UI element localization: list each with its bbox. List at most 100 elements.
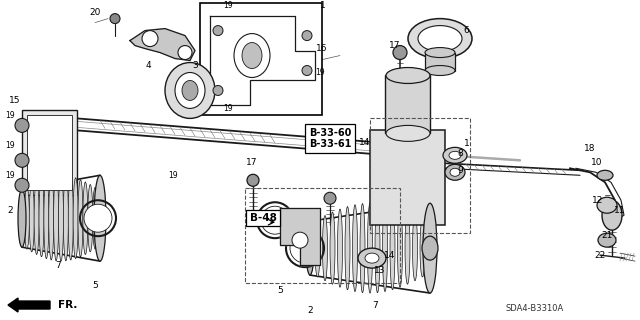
Bar — [385, 76, 430, 133]
Text: 1: 1 — [464, 139, 470, 148]
Ellipse shape — [365, 253, 379, 263]
Ellipse shape — [375, 204, 380, 293]
Ellipse shape — [360, 204, 365, 293]
Ellipse shape — [213, 26, 223, 36]
Polygon shape — [130, 28, 195, 60]
Bar — [27, 116, 72, 190]
Ellipse shape — [450, 168, 460, 176]
Ellipse shape — [39, 180, 44, 257]
Ellipse shape — [390, 207, 395, 290]
Ellipse shape — [408, 19, 472, 59]
Ellipse shape — [405, 212, 410, 284]
Text: 4: 4 — [145, 61, 151, 70]
Text: 19: 19 — [5, 171, 15, 180]
Ellipse shape — [178, 45, 192, 60]
Ellipse shape — [302, 31, 312, 41]
Ellipse shape — [58, 175, 63, 261]
Ellipse shape — [337, 209, 342, 287]
Ellipse shape — [449, 151, 461, 159]
Text: 7: 7 — [55, 260, 61, 270]
Text: 9: 9 — [457, 166, 463, 175]
Ellipse shape — [15, 118, 29, 132]
Text: 10: 10 — [591, 158, 603, 167]
Ellipse shape — [68, 176, 73, 260]
Ellipse shape — [88, 185, 93, 252]
Ellipse shape — [420, 219, 425, 277]
Ellipse shape — [242, 43, 262, 68]
Text: 19: 19 — [223, 104, 233, 113]
Text: 17: 17 — [246, 158, 258, 167]
Ellipse shape — [19, 190, 24, 246]
Ellipse shape — [353, 205, 358, 292]
Bar — [425, 52, 455, 70]
Ellipse shape — [386, 68, 430, 84]
Ellipse shape — [393, 45, 407, 60]
Ellipse shape — [315, 219, 320, 277]
Ellipse shape — [54, 176, 59, 261]
Ellipse shape — [324, 192, 336, 204]
Ellipse shape — [49, 176, 54, 260]
Ellipse shape — [182, 81, 198, 100]
Text: 1: 1 — [320, 1, 326, 10]
Ellipse shape — [386, 125, 430, 141]
Text: 2: 2 — [307, 306, 313, 315]
Polygon shape — [210, 16, 315, 105]
Ellipse shape — [413, 216, 417, 281]
Text: 7: 7 — [372, 300, 378, 309]
Ellipse shape — [425, 48, 455, 58]
Ellipse shape — [428, 223, 433, 273]
Text: 14: 14 — [359, 138, 371, 147]
Text: 18: 18 — [584, 144, 596, 153]
Text: 2: 2 — [7, 206, 13, 215]
Text: 5: 5 — [92, 281, 98, 290]
Ellipse shape — [306, 221, 314, 275]
Ellipse shape — [175, 73, 205, 108]
Ellipse shape — [15, 153, 29, 167]
Ellipse shape — [367, 203, 372, 293]
Ellipse shape — [425, 66, 455, 76]
Ellipse shape — [302, 66, 312, 76]
Ellipse shape — [213, 85, 223, 95]
Text: 8: 8 — [457, 149, 463, 158]
Text: 6: 6 — [463, 26, 469, 35]
Ellipse shape — [97, 190, 102, 246]
Ellipse shape — [443, 147, 467, 163]
Ellipse shape — [330, 212, 335, 284]
Ellipse shape — [397, 209, 403, 287]
Text: B-33-60
B-33-61: B-33-60 B-33-61 — [309, 128, 351, 149]
Ellipse shape — [63, 176, 68, 261]
Ellipse shape — [418, 26, 462, 52]
Ellipse shape — [93, 187, 98, 249]
Text: 22: 22 — [595, 251, 605, 260]
Ellipse shape — [165, 62, 215, 118]
Ellipse shape — [358, 248, 386, 268]
Ellipse shape — [234, 34, 270, 77]
Text: 20: 20 — [90, 8, 100, 17]
Ellipse shape — [78, 180, 83, 257]
Ellipse shape — [323, 216, 328, 281]
Text: 19: 19 — [223, 1, 233, 10]
Ellipse shape — [34, 182, 39, 254]
Ellipse shape — [383, 205, 387, 292]
Ellipse shape — [29, 185, 35, 252]
Text: SDA4-B3310A: SDA4-B3310A — [506, 304, 564, 313]
Text: 17: 17 — [389, 41, 401, 50]
Ellipse shape — [290, 233, 320, 263]
Text: FR.: FR. — [58, 300, 77, 310]
Text: 14: 14 — [384, 251, 396, 260]
Ellipse shape — [598, 233, 616, 247]
Ellipse shape — [18, 189, 26, 247]
Bar — [245, 188, 400, 283]
Text: 3: 3 — [192, 61, 198, 70]
Ellipse shape — [422, 236, 438, 260]
Text: 19: 19 — [168, 171, 178, 180]
Text: 13: 13 — [374, 266, 386, 275]
Ellipse shape — [292, 232, 308, 248]
Ellipse shape — [110, 14, 120, 24]
Polygon shape — [280, 208, 320, 265]
Ellipse shape — [73, 178, 78, 259]
Text: 16: 16 — [316, 44, 328, 53]
Bar — [22, 110, 77, 195]
Text: 19: 19 — [315, 68, 325, 77]
Ellipse shape — [84, 204, 112, 232]
